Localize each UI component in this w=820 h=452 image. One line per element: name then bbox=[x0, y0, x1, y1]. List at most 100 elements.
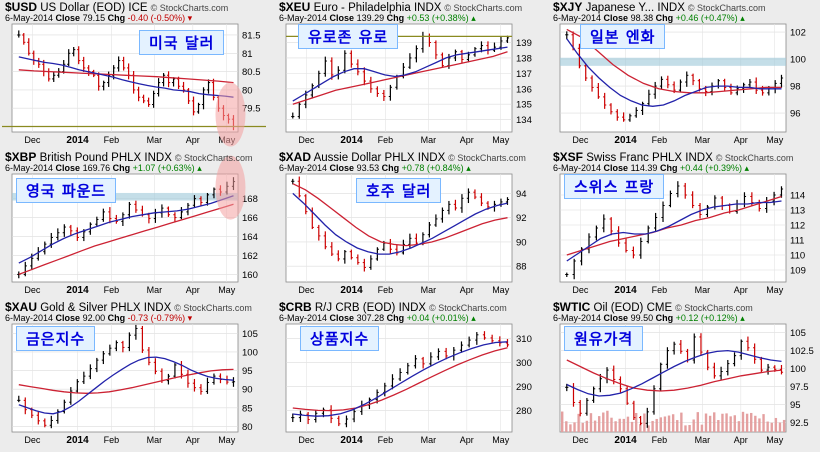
y-tick-label: 80 bbox=[242, 422, 253, 433]
volume-bar bbox=[770, 422, 773, 432]
up-arrow-icon: ▴ bbox=[463, 163, 471, 173]
chart-date: 6-May-2014 bbox=[279, 313, 328, 323]
close-label: Close bbox=[55, 13, 81, 23]
chart-source: © StockCharts.com bbox=[174, 153, 253, 163]
moving-average-200 bbox=[566, 195, 782, 256]
chg-label: Chg bbox=[386, 13, 405, 23]
chart-svg: 109 110 111 112 113 114 Dec 2014 Feb Mar Apr May bbox=[559, 173, 806, 296]
moving-average-200 bbox=[566, 28, 782, 94]
down-arrow-icon: ▾ bbox=[185, 313, 193, 323]
y-tick-label: 81 bbox=[242, 49, 253, 60]
moving-average-50 bbox=[566, 349, 782, 397]
volume-bar bbox=[696, 412, 699, 432]
x-tick-label: 2014 bbox=[340, 135, 363, 146]
moving-average-50 bbox=[18, 356, 234, 415]
y-tick-label: 102.5 bbox=[790, 346, 814, 357]
y-tick-label: 134 bbox=[516, 115, 532, 126]
chart-instrument-name: Japanese Y... bbox=[585, 2, 655, 14]
moving-average-50 bbox=[18, 56, 234, 98]
y-tick-label: 97.5 bbox=[790, 382, 809, 393]
chg-value: +0.53 (+0.38%) bbox=[406, 13, 469, 23]
x-tick-label: Feb bbox=[378, 435, 394, 445]
close-value: 79.15 bbox=[82, 13, 106, 23]
moving-average-50 bbox=[292, 46, 508, 102]
x-tick-label: May bbox=[492, 435, 510, 445]
volume-bar bbox=[671, 414, 675, 432]
x-tick-label: Mar bbox=[421, 135, 437, 145]
up-arrow-icon: ▴ bbox=[737, 13, 745, 23]
volume-bar bbox=[626, 416, 630, 432]
volume-bar bbox=[569, 424, 572, 432]
volume-bar bbox=[692, 419, 695, 432]
close-value: 114.39 bbox=[630, 163, 658, 173]
chart-exchange: INDX bbox=[417, 152, 446, 164]
moving-average-50 bbox=[292, 341, 508, 417]
moving-average-50 bbox=[292, 192, 508, 255]
x-tick-label: Feb bbox=[104, 285, 120, 295]
chart-instrument-name: Oil (EOD) bbox=[593, 302, 644, 314]
chart-exchange: INDX bbox=[685, 152, 713, 164]
chart-date: 6-May-2014 bbox=[5, 13, 54, 23]
volume-bar bbox=[663, 416, 667, 432]
close-label: Close bbox=[329, 313, 355, 323]
up-arrow-icon: ▴ bbox=[194, 163, 202, 173]
korean-label: 원유가격 bbox=[564, 326, 644, 351]
close-value: 98.38 bbox=[630, 13, 654, 23]
volume-bar bbox=[618, 418, 621, 432]
chart-date: 6-May-2014 bbox=[5, 313, 54, 323]
x-tick-label: Feb bbox=[652, 135, 668, 145]
y-tick-label: 88 bbox=[516, 262, 527, 273]
chart-symbol: $XSF bbox=[553, 150, 584, 164]
moving-average-200 bbox=[292, 51, 508, 105]
down-arrow-icon: ▾ bbox=[185, 13, 193, 23]
chart-source: © StockCharts.com bbox=[715, 153, 794, 163]
chart-exchange: ICE bbox=[128, 2, 148, 14]
volume-bar bbox=[737, 421, 741, 432]
chart-panel: 160 162 164 166 168 Dec 2014 Feb Mar Apr May $XBP B… bbox=[2, 150, 275, 300]
chart-instrument-name: Aussie Dollar PHLX bbox=[313, 152, 415, 164]
x-tick-label: May bbox=[218, 285, 236, 295]
x-tick-label: Dec bbox=[572, 285, 589, 295]
x-tick-label: 2014 bbox=[340, 435, 363, 446]
close-label: Close bbox=[329, 163, 355, 173]
volume-bar bbox=[745, 413, 749, 432]
chart-subtitle: 6-May-2014 Close 307.28 Chg +0.04 (+0.01… bbox=[279, 313, 476, 324]
highlight-ellipse bbox=[215, 82, 246, 147]
chart-instrument-name: US Dollar (EOD) bbox=[40, 2, 126, 14]
chg-label: Chg bbox=[659, 163, 678, 173]
volume-bar bbox=[643, 413, 646, 432]
up-arrow-icon: ▴ bbox=[742, 163, 750, 173]
y-tick-label: 94 bbox=[516, 189, 527, 200]
chg-label: Chg bbox=[386, 313, 405, 323]
y-tick-label: 280 bbox=[516, 406, 532, 417]
volume-bar bbox=[597, 416, 601, 432]
volume-bar bbox=[573, 422, 576, 432]
chart-date: 6-May-2014 bbox=[553, 313, 602, 323]
chart-subtitle: 6-May-2014 Close 93.53 Chg +0.78 (+0.84%… bbox=[279, 163, 471, 174]
chart-subtitle: 6-May-2014 Close 92.00 Chg -0.73 (-0.79%… bbox=[5, 313, 192, 324]
volume-bar bbox=[651, 420, 654, 432]
korean-label: 호주 달러 bbox=[356, 178, 442, 203]
chart-date: 6-May-2014 bbox=[5, 163, 54, 173]
y-tick-label: 112 bbox=[790, 221, 805, 232]
x-tick-label: Apr bbox=[186, 435, 200, 445]
up-arrow-icon: ▴ bbox=[737, 313, 745, 323]
x-tick-label: 2014 bbox=[66, 285, 89, 296]
y-tick-label: 80.5 bbox=[242, 67, 261, 78]
volume-bar bbox=[606, 410, 609, 432]
close-label: Close bbox=[603, 13, 629, 23]
x-tick-label: Apr bbox=[186, 135, 200, 145]
volume-bar bbox=[754, 415, 757, 432]
moving-average-200 bbox=[292, 347, 508, 412]
volume-bar bbox=[585, 420, 589, 432]
y-tick-label: 79.5 bbox=[242, 104, 261, 115]
chart-source: © StockCharts.com bbox=[687, 3, 766, 13]
chart-title: $XJY Japanese Y... INDX © StockCharts.com bbox=[553, 0, 766, 14]
chart-symbol: $XBP bbox=[5, 150, 37, 164]
chg-label: Chg bbox=[655, 313, 674, 323]
chart-panel: 80 85 90 95 100 105 Dec 2014 Feb Mar Apr May $XAU Go… bbox=[2, 300, 275, 450]
x-tick-label: May bbox=[766, 135, 784, 145]
y-tick-label: 100 bbox=[790, 364, 806, 375]
x-tick-label: 2014 bbox=[66, 135, 89, 146]
